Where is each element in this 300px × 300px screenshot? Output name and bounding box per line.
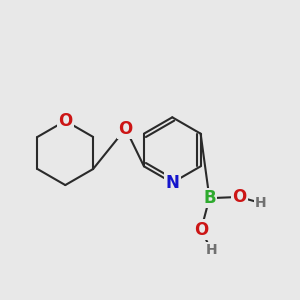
Text: O: O [118,120,133,138]
Text: N: N [165,174,179,192]
Text: H: H [206,243,217,257]
Text: B: B [203,189,216,207]
Text: O: O [58,112,72,130]
Text: O: O [232,188,246,206]
Text: H: H [255,196,266,210]
Text: O: O [194,221,208,239]
